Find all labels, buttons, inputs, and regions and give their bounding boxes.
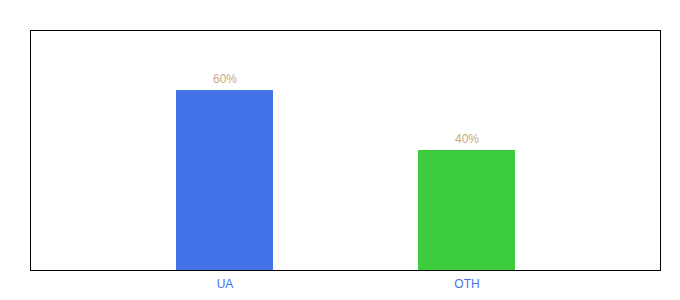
svg-text:60%: 60%	[213, 72, 237, 86]
svg-text:OTH: OTH	[454, 277, 479, 291]
svg-text:40%: 40%	[455, 132, 479, 146]
svg-text:UA: UA	[217, 277, 234, 291]
